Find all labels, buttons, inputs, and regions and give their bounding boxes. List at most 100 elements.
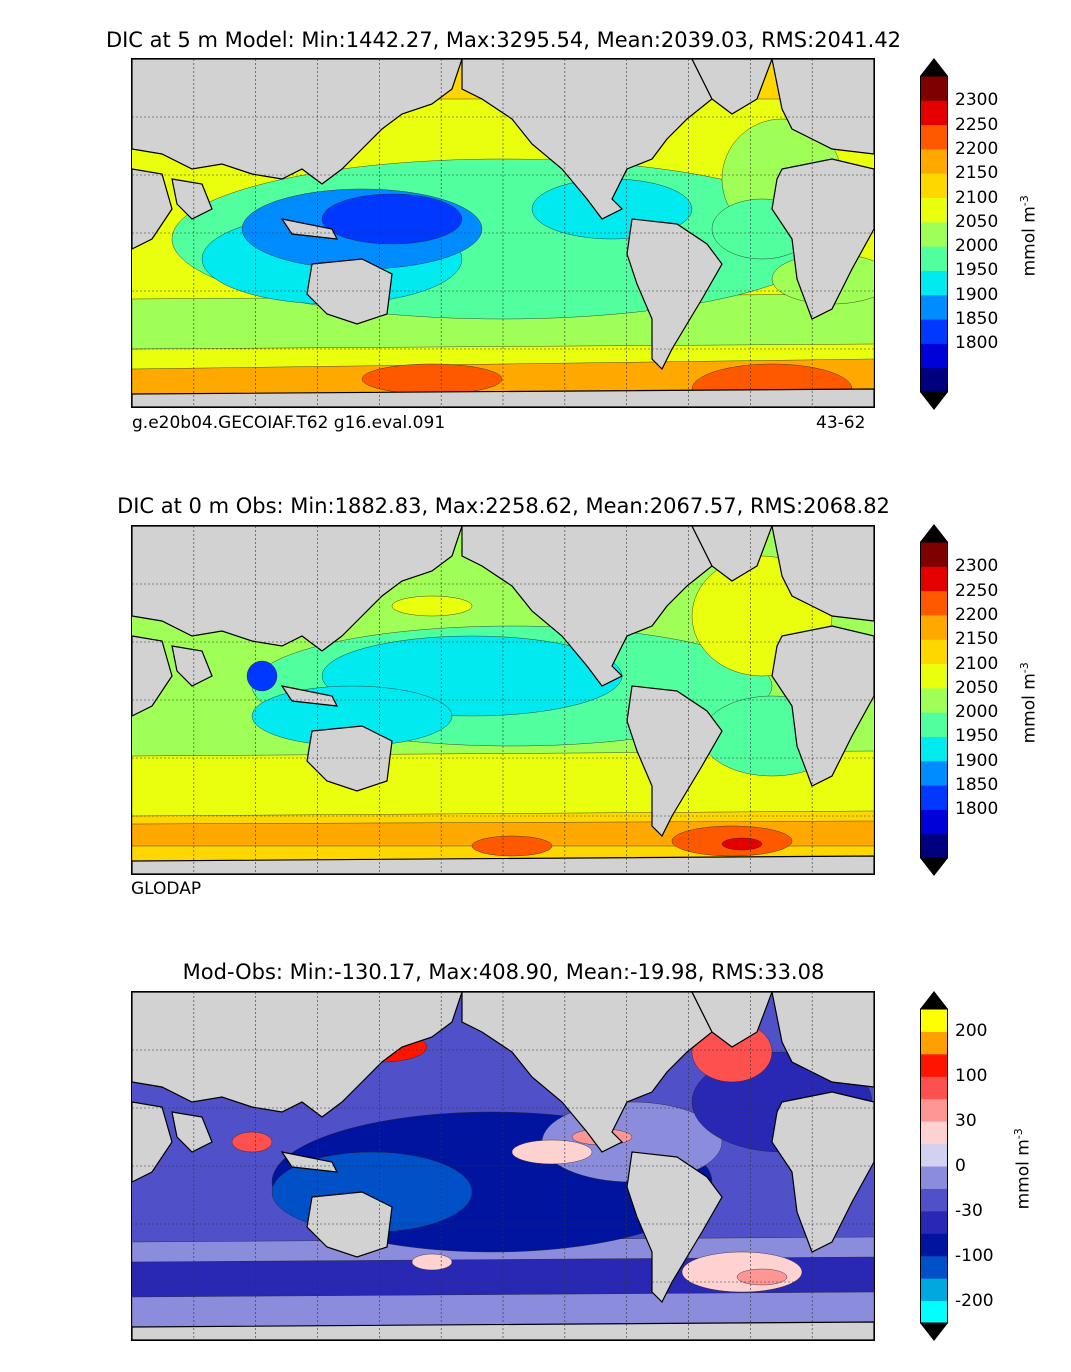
colorbar-segment (920, 1233, 948, 1257)
colorbar-tick-label: 2250 (955, 114, 999, 135)
colorbar-segment (920, 760, 948, 786)
colorbar-tick-label: 1950 (955, 260, 999, 281)
contour-region (721, 837, 763, 851)
colorbar-tick-label: 2200 (955, 138, 999, 159)
colorbar-segment (920, 367, 948, 393)
colorbar-tick-label: 0 (955, 1156, 966, 1176)
colorbar-tick-label: 200 (955, 1021, 988, 1042)
land-mass (132, 635, 173, 717)
land-mass (461, 992, 713, 1153)
land-mass (171, 178, 213, 220)
panel1-colorbar (920, 58, 948, 410)
land-mass (132, 59, 463, 185)
colorbar-segment (920, 1188, 948, 1212)
contour-region (246, 660, 278, 692)
colorbar-segment (920, 687, 948, 713)
colorbar-extend-high (920, 524, 948, 542)
panel2-title: DIC at 0 m Obs: Min:1882.83, Max:2258.62… (117, 494, 890, 518)
colorbar-extend-low (920, 1323, 948, 1341)
land-mass (132, 1101, 173, 1183)
colorbar-segment (920, 1121, 948, 1145)
colorbar-segment (920, 197, 948, 223)
panel3-title: Mod-Obs: Min:-130.17, Max:408.90, Mean:-… (182, 960, 825, 984)
colorbar-segment (920, 270, 948, 296)
colorbar-tick-label: 2150 (955, 163, 999, 184)
land-mass (771, 526, 874, 622)
colorbar-segment (920, 542, 948, 567)
colorbar-segment (920, 1278, 948, 1302)
colorbar-segment (920, 785, 948, 810)
panel2-map (131, 525, 875, 875)
land-mass (461, 526, 713, 687)
contour-region (361, 363, 503, 395)
land-mass (280, 685, 339, 707)
colorbar-segment (920, 1098, 948, 1122)
colorbar-tick-label: 2100 (955, 187, 999, 208)
colorbar-segment (920, 1143, 948, 1167)
panel1-colorbar-label: mmol m-3 (1017, 195, 1040, 277)
colorbar-segment (920, 124, 948, 150)
land-mass (771, 1091, 874, 1253)
colorbar-segment (920, 566, 948, 592)
land-mass (280, 218, 339, 240)
colorbar-segment (920, 343, 948, 369)
colorbar-tick-label: 2100 (955, 653, 999, 674)
colorbar-tick-label: 30 (955, 1111, 977, 1132)
panel3-map (131, 991, 875, 1341)
colorbar-tick-label: 1800 (955, 799, 999, 820)
colorbar-tick-label: 2050 (955, 211, 999, 232)
panel1-map (131, 58, 875, 408)
contour-region (321, 193, 463, 245)
colorbar-tick-label: 2250 (955, 580, 999, 601)
land-mass (132, 855, 874, 874)
colorbar-segment (920, 1300, 948, 1324)
land-mass (306, 1191, 393, 1258)
colorbar-segment (920, 76, 948, 101)
land-mass (691, 992, 773, 1048)
colorbar-segment (920, 663, 948, 689)
colorbar-segment (920, 590, 948, 616)
colorbar-segment (920, 712, 948, 737)
colorbar-tick-label: 2300 (955, 556, 999, 577)
colorbar-graphic (920, 524, 948, 876)
colorbar-tick-label: -100 (955, 1245, 994, 1266)
colorbar-tick-label: 2300 (955, 90, 999, 111)
colorbar-tick-label: 2200 (955, 604, 999, 625)
colorbar-tick-label: 1950 (955, 726, 999, 747)
land-mass (132, 388, 874, 407)
land-mass (771, 59, 874, 155)
colorbar-segment (920, 1053, 948, 1077)
colorbar-segment (920, 100, 948, 126)
land-mass (280, 1151, 339, 1173)
colorbar-segment (920, 246, 948, 271)
colorbar-tick-label: 1900 (955, 284, 999, 305)
colorbar-tick-label: 1850 (955, 309, 999, 330)
colorbar-segment (920, 1009, 948, 1032)
panel2-colorbar-label: mmol m-3 (1017, 662, 1040, 744)
contour-region (231, 1131, 273, 1153)
colorbar-segment (920, 736, 948, 762)
contour-region (411, 1253, 453, 1271)
panel1-title: DIC at 5 m Model: Min:1442.27, Max:3295.… (105, 28, 902, 52)
colorbar-segment (920, 1076, 948, 1100)
panel3-colorbar (920, 991, 948, 1341)
land-mass (171, 1111, 213, 1153)
land-mass (461, 59, 713, 220)
contour-region (471, 835, 553, 857)
colorbar-tick-label: 1900 (955, 750, 999, 771)
contour-region (511, 1139, 593, 1165)
colorbar-segment (920, 148, 948, 174)
colorbar-tick-label: 2000 (955, 702, 999, 723)
colorbar-graphic (920, 58, 948, 410)
colorbar-extend-low (920, 858, 948, 876)
colorbar-segment (920, 221, 948, 247)
panel1-footer-right: 43-62 (816, 413, 866, 433)
colorbar-extend-high (920, 58, 948, 76)
land-mass (132, 992, 463, 1118)
panel2-footer-left: GLODAP (131, 879, 202, 899)
land-mass (132, 526, 463, 652)
colorbar-segment (920, 319, 948, 344)
land-mass (771, 625, 874, 787)
colorbar-tick-label: 2000 (955, 236, 999, 257)
land-mass (306, 258, 393, 325)
